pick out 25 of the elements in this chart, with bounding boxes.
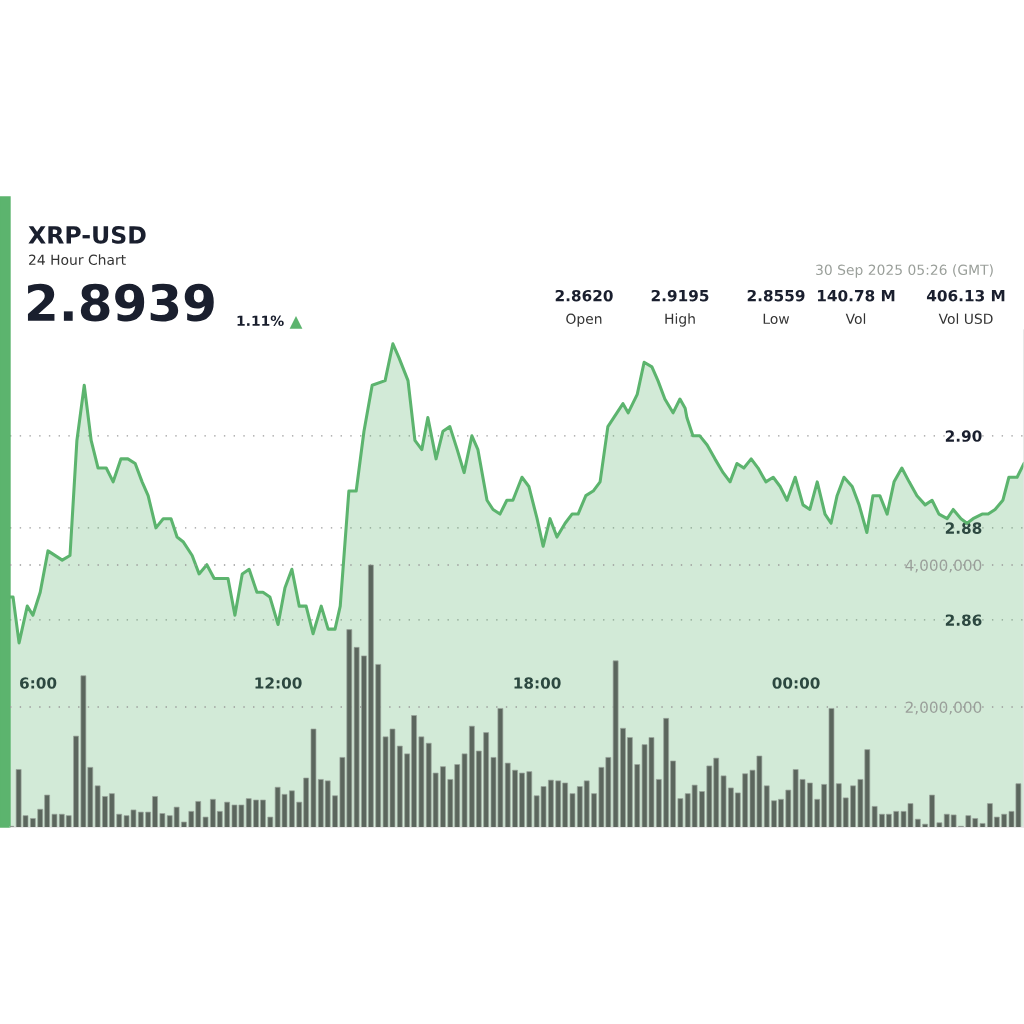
- chart-title: XRP-USD: [28, 225, 146, 244]
- text: 406.13 M: [926, 289, 1005, 302]
- x-tick-label: 6:00: [20, 677, 57, 689]
- chart-subtitle: 24 Hour Chart: [29, 254, 126, 266]
- y2-tick-label: 2,000,000: [905, 701, 982, 715]
- text: 2.8559: [747, 289, 805, 302]
- text: 1.11%: [237, 315, 284, 327]
- text: 2.8939: [27, 283, 214, 322]
- text: Low: [763, 313, 790, 325]
- text: 2.8620: [555, 289, 613, 302]
- y-tick-label: 2.86: [945, 614, 982, 626]
- text: Vol USD: [938, 313, 993, 325]
- text: 2.9195: [651, 289, 709, 302]
- y-tick-label: 2.88: [945, 522, 982, 534]
- text: 140.78 M: [817, 289, 895, 302]
- y-tick-label: 2.90: [945, 430, 982, 442]
- x-tick-label: 00:00: [772, 677, 820, 689]
- y2-tick-label: 4,000,000: [905, 559, 982, 573]
- x-tick-label: 12:00: [255, 677, 302, 689]
- text: Vol: [845, 313, 866, 325]
- text: Open: [566, 313, 602, 327]
- text: ▲: [289, 315, 303, 329]
- text: High: [665, 313, 695, 327]
- text: 30 Sep 2025 05:26 (GMT): [816, 264, 993, 278]
- x-tick-label: 18:00: [514, 677, 561, 689]
